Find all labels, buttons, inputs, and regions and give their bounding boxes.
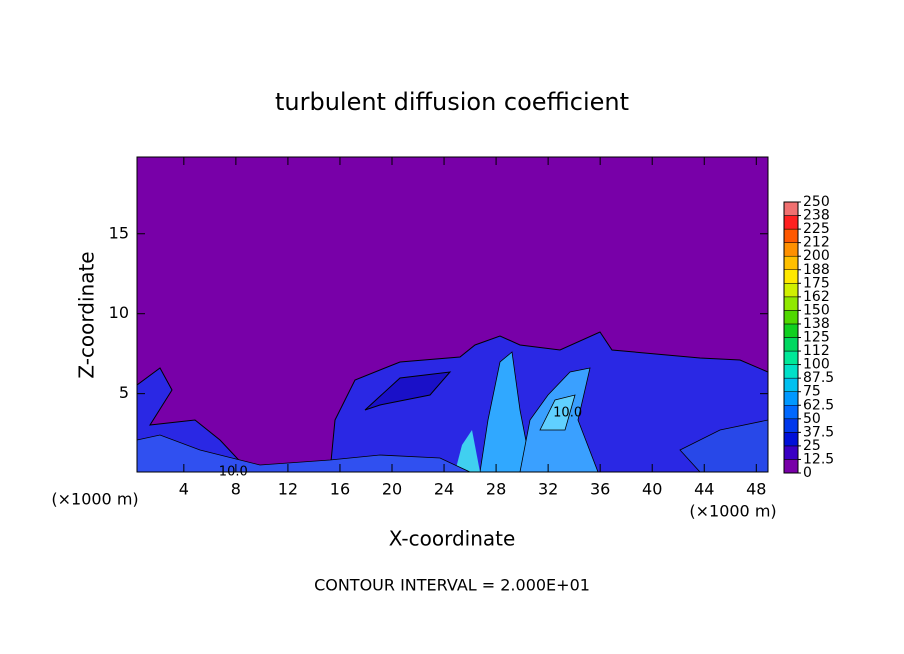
colorbar-tick-label: 225 bbox=[803, 221, 830, 237]
y-tick-label: 10 bbox=[109, 303, 129, 322]
colorbar-tick-label: 212 bbox=[803, 235, 830, 251]
colorbar-tick-label: 188 bbox=[803, 262, 830, 278]
y-axis-label: Z-coordinate bbox=[75, 251, 99, 378]
x-tick-label: 12 bbox=[278, 480, 298, 499]
colorbar-band bbox=[783, 255, 799, 271]
colorbar-band bbox=[783, 242, 799, 257]
x-tick-label: 24 bbox=[434, 480, 454, 499]
colorbar-tick-label: 100 bbox=[803, 357, 830, 373]
x-unit: (×1000 m) bbox=[689, 502, 776, 521]
field-region bbox=[455, 430, 480, 472]
y-tick-label: 15 bbox=[109, 223, 129, 242]
colorbar-tick-label: 200 bbox=[803, 248, 830, 264]
colorbar-band bbox=[783, 215, 799, 230]
x-tick-label: 44 bbox=[694, 480, 714, 499]
colorbar-band bbox=[783, 364, 799, 379]
colorbar-tick-label: 75 bbox=[803, 384, 821, 400]
colorbar-band bbox=[783, 432, 799, 447]
colorbar-band bbox=[783, 337, 799, 352]
x-tick-label: 8 bbox=[231, 480, 241, 499]
colorbar-band bbox=[783, 377, 799, 392]
colorbar-tick-label: 250 bbox=[803, 194, 830, 210]
colorbar-band bbox=[783, 405, 799, 420]
colorbar: 012.52537.55062.57587.510011212513815016… bbox=[783, 194, 834, 481]
colorbar-tick-label: 162 bbox=[803, 289, 830, 305]
chart-title: turbulent diffusion coefficient bbox=[275, 88, 629, 116]
x-axis-label: X-coordinate bbox=[389, 527, 516, 551]
colorbar-tick-label: 175 bbox=[803, 275, 830, 291]
colorbar-tick-label: 238 bbox=[803, 208, 830, 224]
x-tick-label: 20 bbox=[382, 480, 402, 499]
colorbar-tick-label: 12.5 bbox=[803, 451, 834, 467]
colorbar-band bbox=[783, 459, 799, 474]
footer: CONTOUR INTERVAL = 2.000E+01 bbox=[314, 576, 590, 595]
contour-label: 10.0 bbox=[553, 405, 582, 420]
plot-frame bbox=[136, 156, 769, 473]
x-tick-label: 32 bbox=[538, 480, 558, 499]
colorbar-tick-label: 87.5 bbox=[803, 370, 834, 386]
colorbar-tick-label: 37.5 bbox=[803, 424, 834, 440]
colorbar-band bbox=[783, 283, 799, 298]
field-region bbox=[539, 394, 576, 431]
field-region bbox=[479, 351, 533, 472]
colorbar-band bbox=[783, 310, 799, 325]
x-tick-label: 40 bbox=[642, 480, 662, 499]
colorbar-tick-label: 112 bbox=[803, 343, 830, 359]
field-region bbox=[137, 434, 471, 472]
x-tick-label: 48 bbox=[746, 480, 766, 499]
field-region bbox=[364, 371, 452, 411]
contour-field bbox=[137, 157, 768, 472]
x-tick-label: 16 bbox=[330, 480, 350, 499]
colorbar-tick-label: 0 bbox=[803, 465, 812, 481]
colorbar-tick-label: 25 bbox=[803, 438, 821, 454]
colorbar-band bbox=[783, 418, 799, 433]
colorbar-tick-label: 125 bbox=[803, 330, 830, 346]
colorbar-band bbox=[783, 445, 799, 460]
field-region bbox=[679, 419, 768, 472]
colorbar-band bbox=[783, 391, 799, 406]
colorbar-band bbox=[783, 296, 799, 311]
colorbar-band bbox=[783, 269, 799, 284]
colorbar-band bbox=[783, 201, 799, 216]
x-tick-label: 28 bbox=[486, 480, 506, 499]
colorbar-tick-label: 50 bbox=[803, 411, 821, 427]
y-unit: (×1000 m) bbox=[51, 490, 138, 509]
colorbar-band bbox=[783, 228, 799, 243]
contour-label: 10.0 bbox=[219, 465, 248, 480]
colorbar-band bbox=[783, 323, 799, 338]
colorbar-tick-label: 62.5 bbox=[803, 397, 834, 413]
colorbar-tick-label: 150 bbox=[803, 302, 830, 318]
x-tick-label: 36 bbox=[590, 480, 610, 499]
y-tick-label: 5 bbox=[119, 383, 129, 402]
x-tick-label: 4 bbox=[179, 480, 189, 499]
colorbar-band bbox=[783, 350, 799, 365]
colorbar-tick-label: 138 bbox=[803, 316, 830, 332]
